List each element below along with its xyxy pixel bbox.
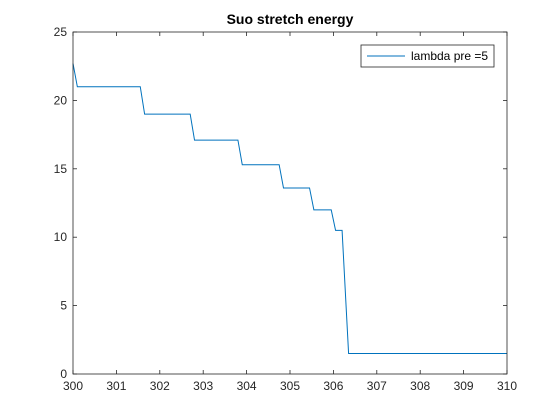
y-tick-label: 15 — [54, 162, 68, 176]
y-tick-label: 10 — [54, 230, 68, 244]
x-tick-label: 309 — [454, 379, 474, 393]
x-tick-label: 301 — [106, 379, 126, 393]
x-tick-label: 303 — [193, 379, 213, 393]
x-tick-label: 305 — [280, 379, 300, 393]
legend: lambda pre =5 — [360, 44, 495, 68]
y-tick-label: 5 — [60, 299, 67, 313]
axes-layer: 300 301 302 303 304 305 306 307 308 309 310 0 5 10 15 2… — [54, 25, 518, 393]
series-layer — [72, 63, 507, 354]
x-tick-label: 310 — [497, 379, 517, 393]
x-tick-label: 307 — [367, 379, 387, 393]
x-tick-label: 300 — [63, 379, 83, 393]
x-tick-label: 308 — [410, 379, 430, 393]
plot-area — [73, 32, 507, 374]
legend-label-lambda-pre: lambda pre =5 — [411, 49, 488, 63]
y-tick-label: 0 — [60, 367, 67, 381]
legend-box — [360, 44, 495, 68]
y-tick-label: 20 — [54, 93, 68, 107]
chart-title: Suo stretch energy — [227, 11, 354, 27]
x-tick-label: 306 — [323, 379, 343, 393]
x-tick-label: 302 — [150, 379, 170, 393]
x-tick-label: 304 — [237, 379, 257, 393]
y-tick-label: 25 — [54, 25, 68, 39]
series-line-0 — [72, 63, 507, 354]
